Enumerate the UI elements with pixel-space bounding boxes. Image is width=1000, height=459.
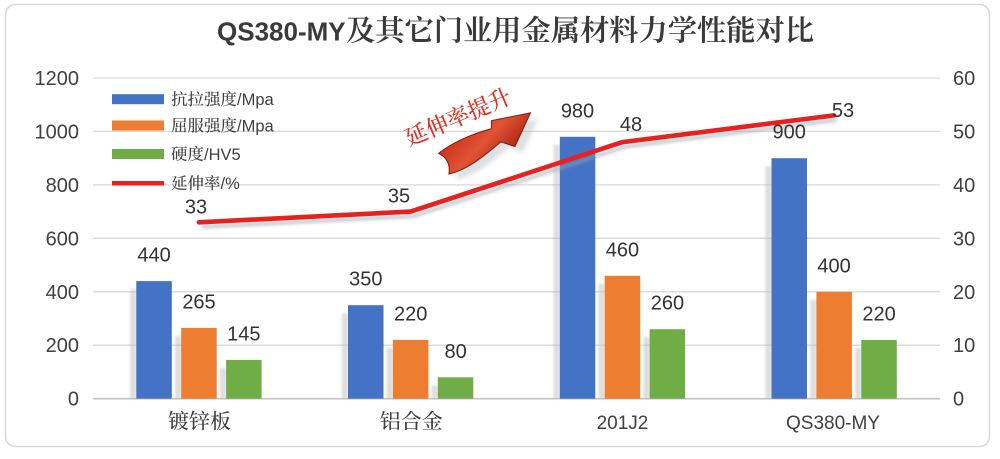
svg-text:145: 145 [227,323,260,345]
svg-text:/Mpa: /Mpa [237,91,275,109]
svg-text:220: 220 [394,303,427,325]
svg-text:40: 40 [953,175,975,197]
svg-text:33: 33 [185,197,207,219]
svg-text:220: 220 [862,303,895,325]
svg-text:800: 800 [46,175,79,197]
svg-text:/HV5: /HV5 [204,146,241,164]
svg-text:/Mpa: /Mpa [237,117,275,135]
svg-text:1000: 1000 [35,121,80,143]
svg-text:QS380-MY: QS380-MY [786,413,880,434]
svg-text:35: 35 [388,186,410,208]
svg-text:350: 350 [349,269,382,291]
svg-text:/%: /% [221,175,241,193]
svg-text:460: 460 [606,239,639,261]
svg-text:200: 200 [46,335,79,357]
svg-text:201J2: 201J2 [597,413,649,434]
svg-text:440: 440 [137,245,170,267]
svg-text:80: 80 [444,341,466,363]
svg-text:48: 48 [620,114,642,136]
svg-text:600: 600 [46,228,79,250]
svg-text:QS380-MY: QS380-MY [217,17,346,47]
svg-text:30: 30 [953,228,975,250]
svg-text:980: 980 [561,100,594,122]
svg-text:400: 400 [46,282,79,304]
svg-text:50: 50 [953,121,975,143]
svg-text:53: 53 [832,100,854,122]
svg-text:0: 0 [68,389,79,411]
svg-text:265: 265 [182,291,215,313]
svg-text:400: 400 [817,255,850,277]
svg-text:0: 0 [953,389,964,411]
svg-text:1200: 1200 [35,68,80,90]
svg-text:900: 900 [773,122,806,144]
svg-text:20: 20 [953,282,975,304]
svg-text:10: 10 [953,335,975,357]
svg-text:260: 260 [651,293,684,315]
svg-text:60: 60 [953,68,975,90]
